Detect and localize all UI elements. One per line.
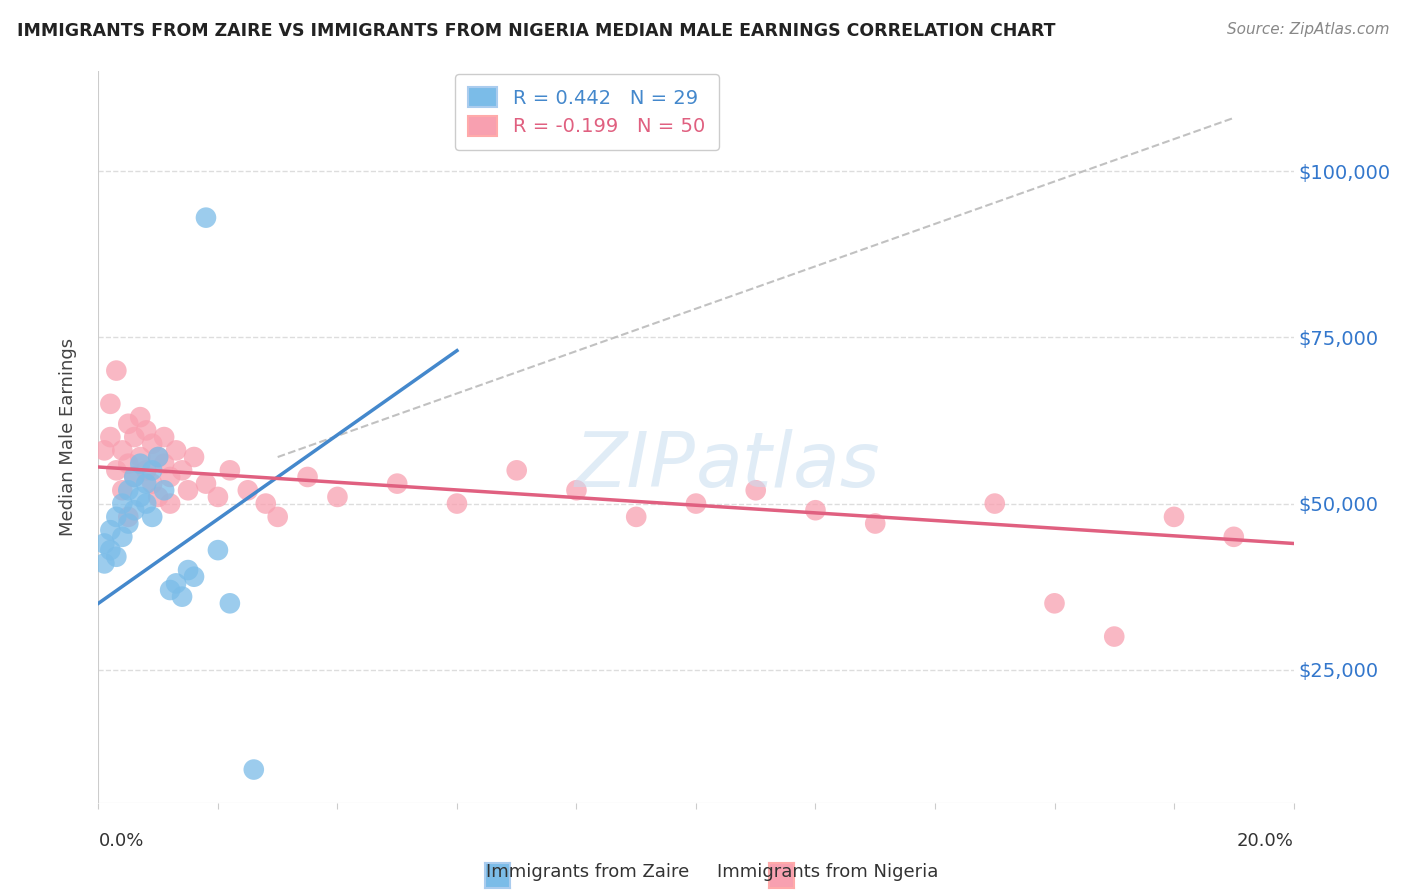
Point (183, 570, 205, 584)
Point (236, 483, 259, 498)
Point (172, 590, 194, 604)
Point (195, 211, 218, 225)
Point (111, 530, 134, 544)
Point (385, 476, 409, 491)
Point (1223, 530, 1246, 544)
Point (148, 450, 170, 464)
Text: IMMIGRANTS FROM ZAIRE VS IMMIGRANTS FROM NIGERIA MEDIAN MALE EARNINGS CORRELATIO: IMMIGRANTS FROM ZAIRE VS IMMIGRANTS FROM… (17, 22, 1056, 40)
Point (506, 463, 529, 477)
Point (129, 450, 152, 464)
Point (98, 397, 122, 411)
Point (98, 430, 122, 444)
Point (153, 457, 176, 471)
Point (177, 483, 200, 498)
Point (124, 503, 146, 517)
Point (135, 497, 157, 511)
Point (745, 483, 768, 498)
Point (117, 483, 139, 498)
Point (148, 490, 170, 504)
Point (446, 497, 468, 511)
Point (111, 497, 134, 511)
Point (1163, 509, 1185, 524)
Point (135, 463, 157, 477)
Point (117, 516, 139, 531)
Point (267, 509, 290, 524)
Point (165, 443, 187, 458)
Point (129, 490, 152, 504)
Point (93, 536, 115, 550)
Point (117, 509, 139, 524)
Point (219, 463, 242, 477)
Text: 20.0%: 20.0% (1237, 832, 1294, 850)
Point (183, 450, 205, 464)
Point (98, 543, 122, 558)
Point (117, 457, 139, 471)
Point (254, 497, 277, 511)
Point (141, 509, 163, 524)
Point (984, 497, 1007, 511)
Point (153, 430, 176, 444)
Point (685, 497, 707, 511)
Point (135, 424, 157, 438)
Point (159, 497, 181, 511)
Point (105, 549, 128, 564)
Point (159, 582, 181, 597)
Point (141, 436, 163, 450)
Point (129, 457, 152, 471)
Point (124, 470, 146, 484)
Point (626, 509, 648, 524)
Point (326, 490, 349, 504)
Point (141, 463, 163, 477)
Point (177, 563, 200, 577)
Point (243, 763, 266, 777)
Point (297, 470, 319, 484)
Point (129, 410, 152, 425)
Text: ZIP: ZIP (575, 429, 696, 503)
Text: Immigrants from Nigeria: Immigrants from Nigeria (717, 863, 938, 881)
Point (98, 523, 122, 537)
Point (172, 463, 194, 477)
Point (159, 470, 181, 484)
Point (865, 516, 887, 531)
Legend: R = 0.442   N = 29, R = -0.199   N = 50: R = 0.442 N = 29, R = -0.199 N = 50 (454, 74, 718, 150)
Point (117, 417, 139, 431)
Point (219, 596, 242, 610)
Point (135, 476, 157, 491)
Point (141, 476, 163, 491)
Point (105, 363, 128, 377)
Point (105, 463, 128, 477)
Point (93, 443, 115, 458)
Point (153, 483, 176, 498)
Point (195, 476, 218, 491)
Point (1043, 596, 1066, 610)
Text: atlas: atlas (696, 429, 880, 503)
Point (565, 483, 588, 498)
Point (148, 450, 170, 464)
Point (124, 470, 146, 484)
Text: Immigrants from Zaire: Immigrants from Zaire (485, 863, 689, 881)
Point (105, 509, 128, 524)
Point (124, 430, 146, 444)
Point (93, 557, 115, 571)
Text: Source: ZipAtlas.com: Source: ZipAtlas.com (1226, 22, 1389, 37)
Point (207, 543, 229, 558)
Point (111, 443, 134, 458)
Point (1104, 630, 1126, 644)
Text: 0.0%: 0.0% (98, 832, 143, 850)
Point (111, 483, 134, 498)
Point (207, 490, 229, 504)
Y-axis label: Median Male Earnings: Median Male Earnings (59, 338, 77, 536)
Point (165, 576, 187, 591)
Point (804, 503, 827, 517)
